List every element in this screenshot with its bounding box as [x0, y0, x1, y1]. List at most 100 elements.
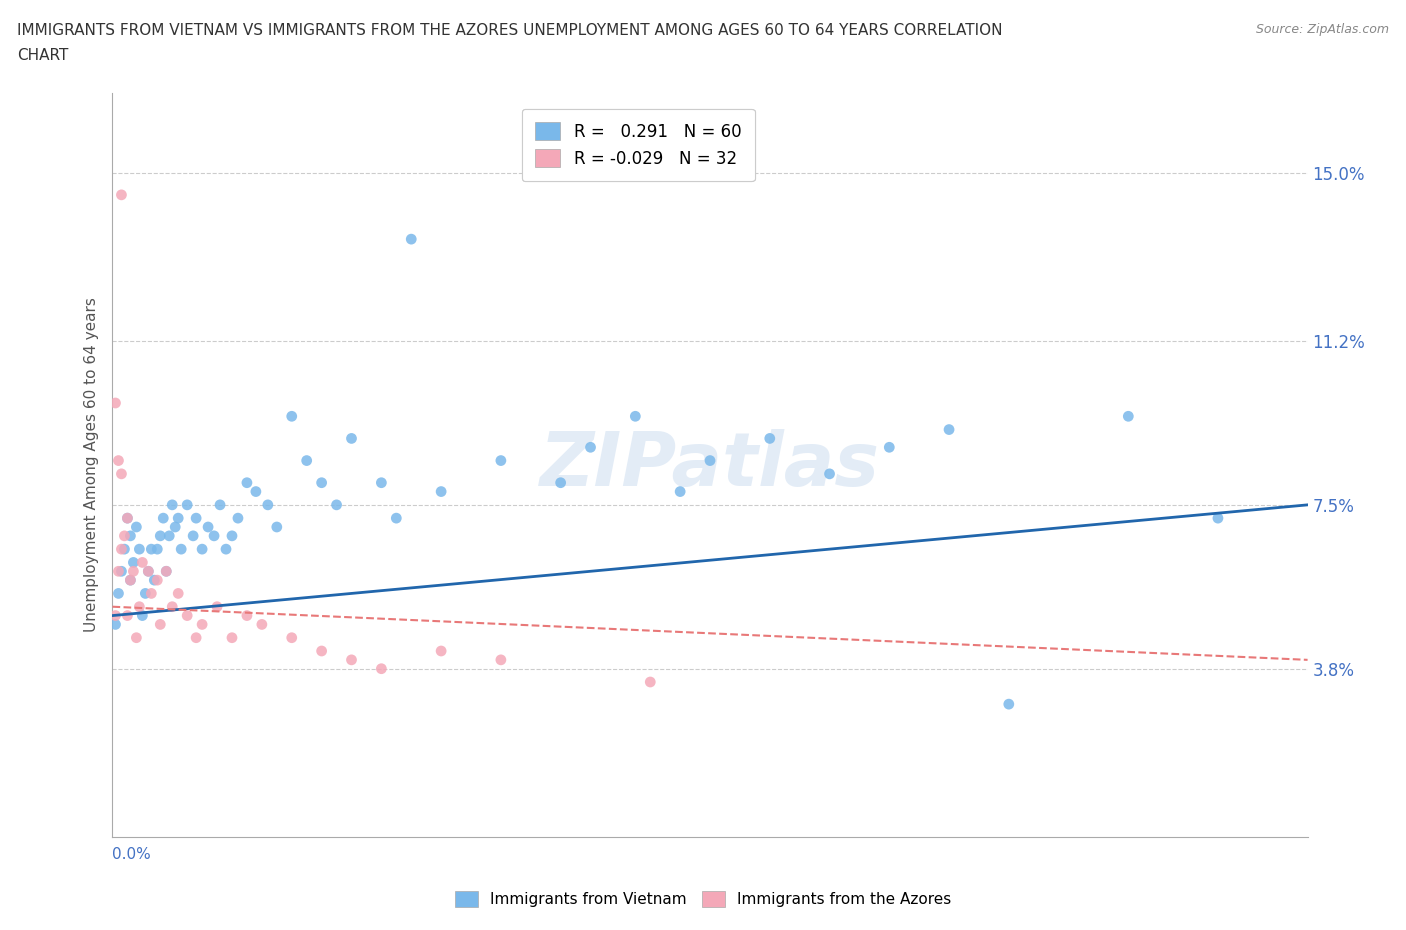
- Point: [215, 541, 238, 556]
- Point: [110, 541, 132, 556]
- Point: [311, 644, 333, 658]
- Point: [117, 511, 139, 525]
- Point: [120, 528, 142, 543]
- Point: [170, 541, 193, 556]
- Point: [325, 498, 347, 512]
- Point: [165, 520, 187, 535]
- Point: [340, 653, 363, 668]
- Point: [114, 541, 135, 556]
- Point: [131, 555, 153, 570]
- Point: [186, 631, 208, 645]
- Point: [167, 511, 190, 525]
- Point: [489, 453, 512, 468]
- Text: ZIPatlas: ZIPatlas: [540, 429, 880, 501]
- Point: [152, 511, 174, 525]
- Point: [134, 586, 156, 601]
- Point: [157, 528, 180, 543]
- Point: [120, 573, 142, 588]
- Point: [818, 467, 841, 482]
- Point: [202, 528, 225, 543]
- Point: [162, 599, 183, 614]
- Point: [385, 511, 408, 525]
- Point: [117, 511, 139, 525]
- Point: [245, 485, 267, 499]
- Point: [149, 528, 172, 543]
- Point: [107, 586, 129, 601]
- Point: [131, 608, 153, 623]
- Point: [489, 653, 512, 668]
- Point: [125, 520, 148, 535]
- Point: [370, 475, 392, 490]
- Point: [146, 573, 169, 588]
- Point: [107, 453, 129, 468]
- Point: [879, 440, 901, 455]
- Point: [104, 395, 127, 410]
- Point: [155, 564, 177, 578]
- Legend: R =   0.291   N = 60, R = -0.029   N = 32: R = 0.291 N = 60, R = -0.029 N = 32: [522, 109, 755, 181]
- Point: [998, 697, 1021, 711]
- Point: [186, 511, 208, 525]
- Point: [162, 498, 183, 512]
- Point: [138, 564, 160, 578]
- Point: [257, 498, 280, 512]
- Point: [236, 475, 259, 490]
- Point: [176, 498, 198, 512]
- Point: [699, 453, 721, 468]
- Point: [141, 541, 163, 556]
- Point: [128, 599, 150, 614]
- Point: [221, 528, 243, 543]
- Point: [579, 440, 602, 455]
- Text: 0.0%: 0.0%: [112, 846, 152, 862]
- Point: [430, 485, 453, 499]
- Point: [138, 564, 160, 578]
- Point: [205, 599, 228, 614]
- Point: [117, 608, 139, 623]
- Point: [759, 431, 782, 445]
- Point: [938, 422, 960, 437]
- Point: [550, 475, 572, 490]
- Y-axis label: Unemployment Among Ages 60 to 64 years: Unemployment Among Ages 60 to 64 years: [83, 298, 98, 632]
- Point: [104, 617, 127, 631]
- Point: [640, 674, 662, 689]
- Point: [340, 431, 363, 445]
- Point: [669, 485, 692, 499]
- Point: [107, 564, 129, 578]
- Legend: Immigrants from Vietnam, Immigrants from the Azores: Immigrants from Vietnam, Immigrants from…: [449, 884, 957, 913]
- Point: [110, 564, 132, 578]
- Point: [167, 586, 190, 601]
- Point: [141, 586, 163, 601]
- Point: [146, 541, 169, 556]
- Point: [250, 617, 273, 631]
- Point: [181, 528, 204, 543]
- Point: [281, 631, 304, 645]
- Text: CHART: CHART: [17, 48, 69, 63]
- Point: [155, 564, 177, 578]
- Text: Source: ZipAtlas.com: Source: ZipAtlas.com: [1256, 23, 1389, 36]
- Point: [1206, 511, 1229, 525]
- Point: [281, 409, 304, 424]
- Point: [191, 541, 214, 556]
- Point: [430, 644, 453, 658]
- Point: [110, 467, 132, 482]
- Point: [176, 608, 198, 623]
- Point: [266, 520, 288, 535]
- Point: [209, 498, 232, 512]
- Point: [295, 453, 318, 468]
- Point: [149, 617, 172, 631]
- Point: [143, 573, 166, 588]
- Point: [104, 608, 127, 623]
- Point: [236, 608, 259, 623]
- Point: [122, 555, 145, 570]
- Point: [221, 631, 243, 645]
- Point: [122, 564, 145, 578]
- Point: [311, 475, 333, 490]
- Point: [624, 409, 647, 424]
- Point: [128, 541, 150, 556]
- Point: [120, 573, 142, 588]
- Point: [114, 528, 135, 543]
- Point: [191, 617, 214, 631]
- Point: [226, 511, 249, 525]
- Point: [370, 661, 392, 676]
- Point: [1118, 409, 1140, 424]
- Point: [125, 631, 148, 645]
